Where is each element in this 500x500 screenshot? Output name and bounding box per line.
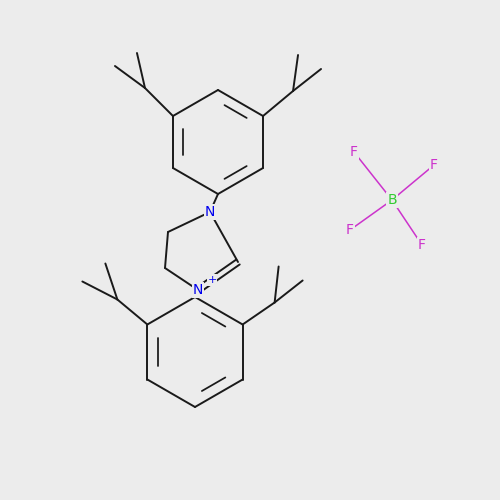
Text: N: N [193, 283, 203, 297]
Text: F: F [350, 145, 358, 159]
Text: B: B [387, 193, 397, 207]
Text: F: F [418, 238, 426, 252]
Text: N: N [205, 205, 215, 219]
Text: F: F [346, 223, 354, 237]
Text: +: + [208, 275, 216, 285]
Text: F: F [430, 158, 438, 172]
